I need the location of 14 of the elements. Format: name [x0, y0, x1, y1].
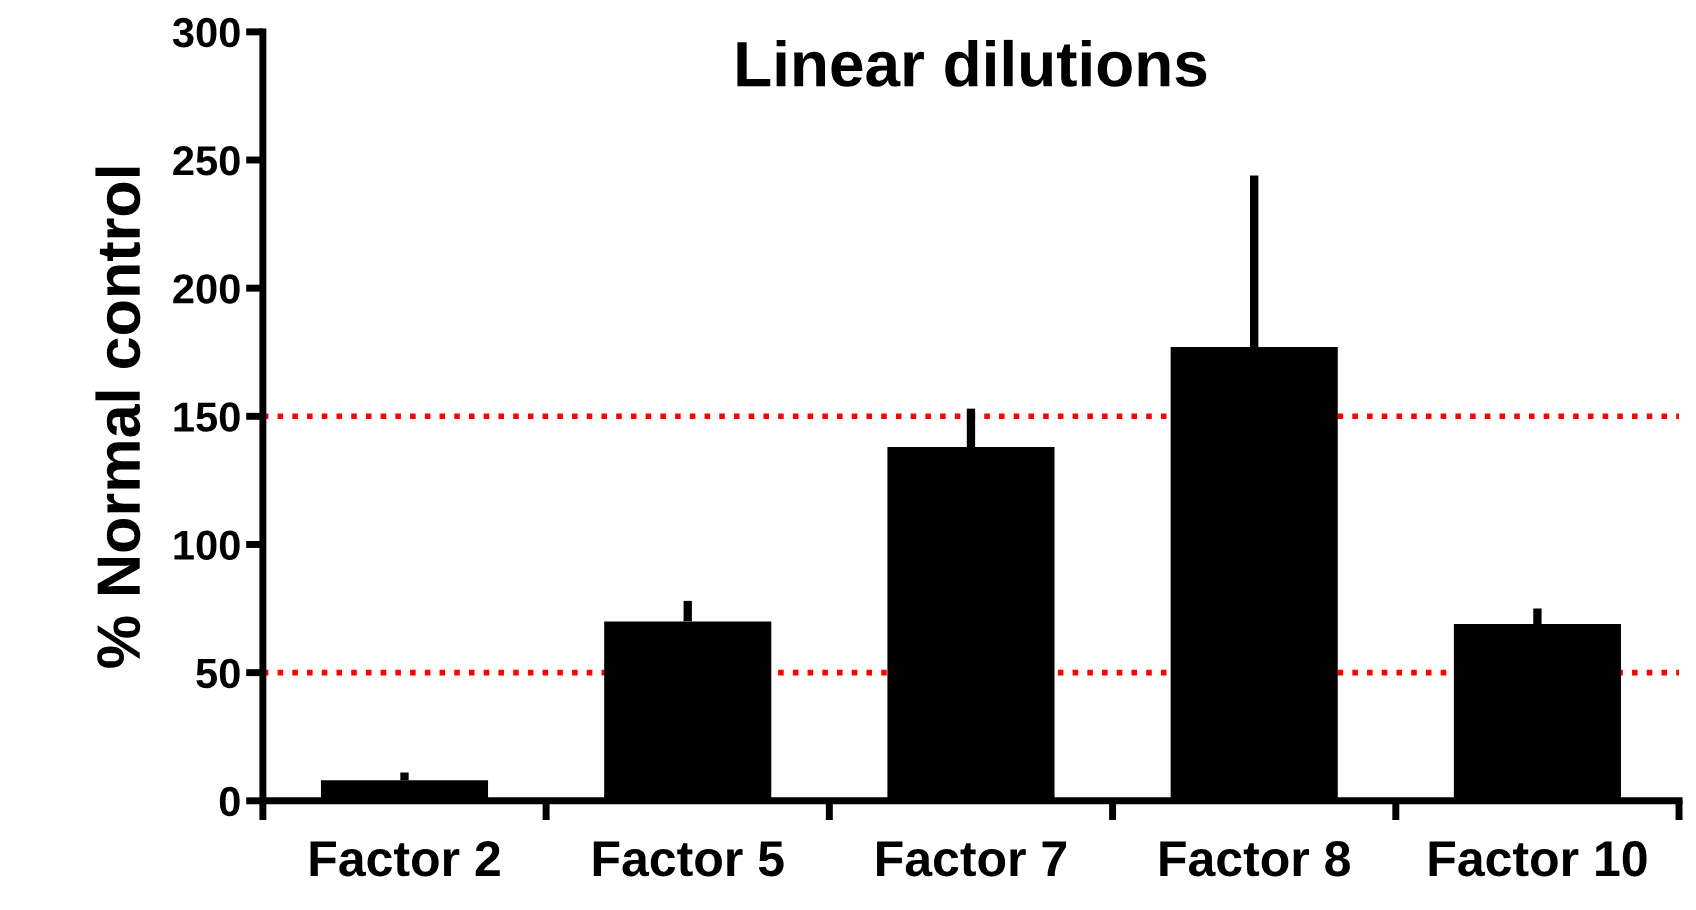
y-tick-label: 100: [174, 530, 240, 560]
x-tick-label: Factor 2: [310, 841, 500, 877]
chart-title: Linear dilutions: [737, 39, 1207, 87]
y-tick-label: 200: [173, 274, 240, 304]
y-axis-title: % Normal control: [95, 167, 141, 668]
y-tick-label: 250: [173, 146, 240, 176]
y-tick-label: 0: [219, 786, 240, 817]
x-tick-label: Factor 5: [593, 841, 784, 877]
x-tick-label: Factor 10: [1429, 841, 1647, 877]
x-tick-label: Factor 7: [877, 841, 1067, 877]
y-tick-label: 50: [196, 658, 240, 689]
y-tick-label: 150: [174, 402, 240, 432]
y-tick-label: 300: [172, 17, 240, 48]
x-tick-label: Factor 8: [1160, 841, 1350, 877]
